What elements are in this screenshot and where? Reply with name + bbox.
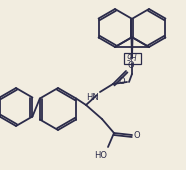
Text: O: O [128, 61, 135, 70]
Text: HN: HN [86, 93, 99, 102]
Text: 9H: 9H [127, 54, 137, 63]
Text: O: O [118, 78, 125, 87]
FancyBboxPatch shape [124, 53, 140, 64]
Text: O: O [134, 131, 141, 140]
Text: HO: HO [94, 151, 107, 160]
